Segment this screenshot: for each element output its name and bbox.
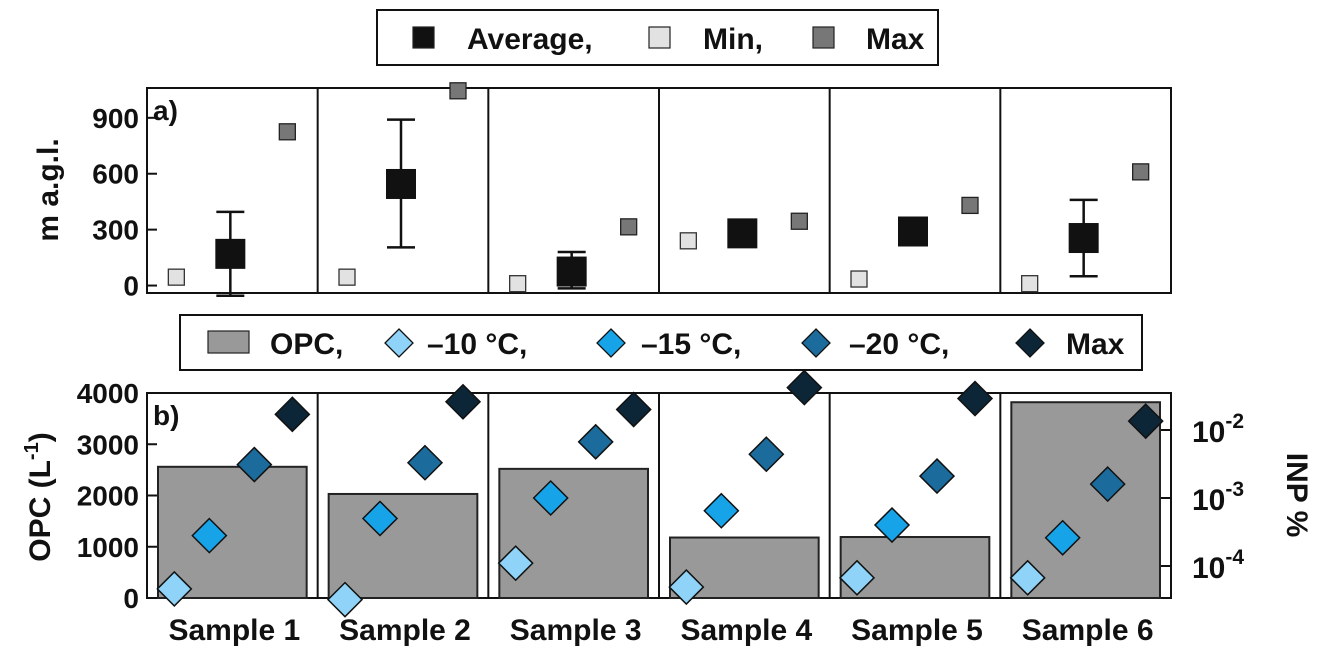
inp-minus15-marker	[191, 517, 228, 554]
legend-a-swatch-2	[812, 26, 835, 49]
min-marker	[1021, 275, 1039, 293]
inp-minus15-marker	[873, 506, 911, 544]
panel-b-label: b)	[153, 400, 179, 431]
inp-minus20-marker	[406, 444, 444, 481]
inp-minus20-marker	[236, 446, 273, 483]
max-marker	[1132, 163, 1150, 181]
panel-b-ytick-label: 2000	[77, 481, 139, 512]
inp-minus20-marker	[577, 423, 614, 460]
y2tick-exp: -3	[1225, 478, 1244, 501]
legend-b-swatch-2	[596, 328, 626, 358]
panel-b-ytick-label: 4000	[77, 378, 139, 409]
inp-minus15-marker	[1044, 519, 1081, 556]
inp-max-marker	[1127, 403, 1164, 440]
panel-b-y2label: INP %	[1280, 453, 1313, 537]
inp-max-marker	[956, 380, 994, 417]
inp-minus15-marker	[532, 479, 569, 517]
max-marker	[790, 212, 808, 230]
opc-bar	[498, 467, 650, 599]
panel-b-y2tick-label: 10-4	[1192, 546, 1244, 585]
inp-minus10-marker	[326, 581, 364, 618]
average-marker	[386, 168, 416, 199]
legend-b-label-0: OPC,	[270, 328, 343, 361]
inp-minus10-marker	[1009, 559, 1046, 596]
panel-a-label: a)	[153, 95, 178, 126]
legend-a-label-2: Max	[866, 23, 925, 56]
inp-minus20-marker	[1089, 466, 1126, 503]
opc-bar	[157, 465, 308, 599]
panel-a-ytick-label: 300	[92, 215, 139, 246]
legend-a: Average, Min, Max	[376, 9, 939, 66]
panel-b-ytick-label: 0	[123, 583, 139, 614]
inp-minus10-marker	[156, 570, 193, 607]
inp-minus20-marker	[918, 458, 956, 495]
average-marker	[215, 238, 246, 269]
y2tick-base: 10	[1192, 552, 1225, 585]
inp-minus10-marker	[497, 545, 534, 582]
legend-b-label-3: –20 °C,	[849, 328, 949, 361]
legend-a-label-0: Average,	[467, 23, 593, 56]
x-category-label: Sample 3	[510, 614, 642, 647]
x-category-label: Sample 6	[1022, 614, 1154, 647]
average-marker	[727, 218, 758, 249]
inp-minus20-marker	[748, 436, 785, 473]
panel-a-ytick-label: 600	[92, 159, 139, 190]
min-marker	[509, 275, 527, 293]
y2tick-base: 10	[1192, 416, 1225, 449]
legend-b-label-4: Max	[1066, 328, 1125, 361]
panel-b-ylabel-main: OPC (L	[24, 460, 57, 562]
legend-b: OPC, –10 °C, –15 °C, –20 °C, Max	[179, 314, 1143, 371]
legend-a-label-1: Min,	[703, 23, 763, 56]
inp-minus10-marker	[838, 559, 876, 596]
legend-b-label-2: –15 °C,	[641, 328, 741, 361]
max-marker	[449, 82, 467, 100]
inp-max-marker	[786, 369, 823, 406]
min-marker	[850, 270, 868, 288]
panel-b-ylabel: OPC (L-1)	[21, 432, 57, 561]
panel-b-ylabel-close: )	[24, 432, 57, 442]
panel-a-ylabel: m a.g.l.	[32, 138, 65, 241]
legend-b-frame	[179, 314, 1143, 371]
panel-b-ytick-label: 1000	[77, 532, 139, 563]
min-marker	[679, 232, 697, 250]
x-category-label: Sample 2	[339, 614, 471, 647]
inp-minus10-marker	[668, 569, 705, 606]
panel-a-ytick-label: 0	[123, 271, 139, 302]
average-marker	[556, 256, 587, 287]
inp-minus15-marker	[361, 500, 399, 537]
y2tick-exp: -4	[1225, 546, 1244, 569]
average-marker	[1068, 223, 1099, 254]
panel-b-y2tick-label: 10-2	[1192, 410, 1244, 449]
y2tick-base: 10	[1192, 484, 1225, 517]
min-marker	[338, 268, 356, 286]
legend-b-label-1: –10 °C,	[427, 328, 527, 361]
x-category-label: Sample 5	[851, 614, 983, 647]
panel-b-ylabel-sup: -1	[21, 442, 43, 460]
max-marker	[961, 196, 979, 215]
legend-b-swatch-1	[384, 328, 414, 358]
min-marker	[167, 268, 185, 286]
panel-a-ytick-label: 900	[92, 103, 139, 134]
opc-bar	[327, 492, 479, 599]
x-category-label: Sample 1	[168, 614, 300, 647]
inp-max-marker	[615, 391, 652, 428]
max-marker	[278, 123, 296, 141]
legend-a-swatch-0	[412, 26, 435, 49]
max-marker	[620, 218, 638, 236]
opc-bar	[1010, 401, 1161, 599]
x-category-label: Sample 4	[680, 614, 812, 647]
inp-max-marker	[274, 396, 311, 433]
inp-max-marker	[444, 383, 482, 420]
y2tick-exp: -2	[1225, 410, 1244, 433]
legend-b-swatch-3	[801, 328, 831, 358]
average-marker	[898, 216, 928, 247]
legend-b-swatch-0	[207, 330, 250, 354]
legend-b-swatch-4	[1015, 328, 1045, 358]
legend-a-swatch-1	[648, 26, 671, 49]
panel-b-ytick-label: 3000	[77, 429, 139, 460]
opc-bar	[839, 536, 991, 600]
inp-minus15-marker	[703, 492, 740, 529]
panel-b-y2tick-label: 10-3	[1192, 478, 1244, 517]
